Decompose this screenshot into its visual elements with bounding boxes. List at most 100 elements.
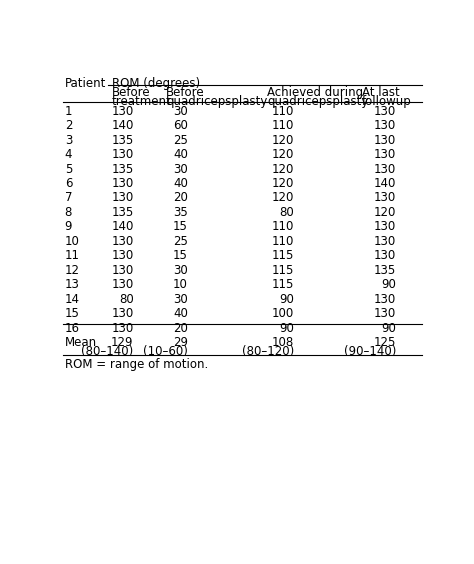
Text: 130: 130: [111, 249, 134, 262]
Text: 108: 108: [272, 336, 294, 349]
Text: 40: 40: [173, 177, 188, 190]
Text: (80–120): (80–120): [242, 345, 294, 358]
Text: 25: 25: [173, 235, 188, 248]
Text: followup: followup: [362, 95, 411, 108]
Text: 6: 6: [64, 177, 72, 190]
Text: 25: 25: [173, 134, 188, 147]
Text: 140: 140: [374, 177, 396, 190]
Text: 130: 130: [374, 192, 396, 205]
Text: 130: 130: [111, 307, 134, 320]
Text: 130: 130: [111, 105, 134, 118]
Text: 135: 135: [111, 162, 134, 175]
Text: 120: 120: [272, 134, 294, 147]
Text: 130: 130: [111, 192, 134, 205]
Text: At last: At last: [362, 86, 399, 99]
Text: 130: 130: [374, 105, 396, 118]
Text: 90: 90: [382, 322, 396, 335]
Text: (10–60): (10–60): [143, 345, 188, 358]
Text: 30: 30: [173, 264, 188, 277]
Text: 90: 90: [279, 293, 294, 306]
Text: 135: 135: [374, 264, 396, 277]
Text: 100: 100: [272, 307, 294, 320]
Text: 15: 15: [173, 221, 188, 233]
Text: 130: 130: [374, 162, 396, 175]
Text: 130: 130: [111, 264, 134, 277]
Text: 11: 11: [64, 249, 80, 262]
Text: treatment: treatment: [112, 95, 172, 108]
Text: 120: 120: [272, 177, 294, 190]
Text: quadricepsplasty: quadricepsplasty: [267, 95, 368, 108]
Text: quadricepsplasty: quadricepsplasty: [166, 95, 268, 108]
Text: 130: 130: [374, 235, 396, 248]
Text: 30: 30: [173, 293, 188, 306]
Text: 130: 130: [111, 279, 134, 292]
Text: 80: 80: [119, 293, 134, 306]
Text: 115: 115: [272, 264, 294, 277]
Text: 130: 130: [374, 293, 396, 306]
Text: 80: 80: [279, 206, 294, 219]
Text: Achieved during: Achieved during: [267, 86, 363, 99]
Text: 12: 12: [64, 264, 80, 277]
Text: 140: 140: [111, 119, 134, 132]
Text: ROM = range of motion.: ROM = range of motion.: [64, 359, 208, 372]
Text: 110: 110: [272, 119, 294, 132]
Text: 8: 8: [64, 206, 72, 219]
Text: 130: 130: [111, 177, 134, 190]
Text: 20: 20: [173, 322, 188, 335]
Text: 130: 130: [374, 148, 396, 161]
Text: Before: Before: [166, 86, 205, 99]
Text: 90: 90: [279, 322, 294, 335]
Text: (90–140): (90–140): [344, 345, 396, 358]
Text: 40: 40: [173, 148, 188, 161]
Text: 10: 10: [64, 235, 80, 248]
Text: 125: 125: [374, 336, 396, 349]
Text: 9: 9: [64, 221, 72, 233]
Text: 60: 60: [173, 119, 188, 132]
Text: 130: 130: [374, 134, 396, 147]
Text: 10: 10: [173, 279, 188, 292]
Text: 14: 14: [64, 293, 80, 306]
Text: Before: Before: [112, 86, 151, 99]
Text: 130: 130: [111, 148, 134, 161]
Text: 5: 5: [64, 162, 72, 175]
Text: 3: 3: [64, 134, 72, 147]
Text: 15: 15: [173, 249, 188, 262]
Text: 115: 115: [272, 279, 294, 292]
Text: 40: 40: [173, 307, 188, 320]
Text: 129: 129: [111, 336, 134, 349]
Text: 35: 35: [173, 206, 188, 219]
Text: 120: 120: [272, 192, 294, 205]
Text: 130: 130: [111, 322, 134, 335]
Text: 110: 110: [272, 235, 294, 248]
Text: 130: 130: [111, 235, 134, 248]
Text: (80–140): (80–140): [82, 345, 134, 358]
Text: 30: 30: [173, 105, 188, 118]
Text: 7: 7: [64, 192, 72, 205]
Text: 130: 130: [374, 307, 396, 320]
Text: Patient: Patient: [64, 77, 106, 90]
Text: 90: 90: [382, 279, 396, 292]
Text: 140: 140: [111, 221, 134, 233]
Text: 130: 130: [374, 221, 396, 233]
Text: 13: 13: [64, 279, 80, 292]
Text: 110: 110: [272, 221, 294, 233]
Text: 130: 130: [374, 249, 396, 262]
Text: 135: 135: [111, 134, 134, 147]
Text: 135: 135: [111, 206, 134, 219]
Text: 4: 4: [64, 148, 72, 161]
Text: ROM (degrees): ROM (degrees): [112, 77, 200, 90]
Text: 110: 110: [272, 105, 294, 118]
Text: 130: 130: [374, 119, 396, 132]
Text: 120: 120: [272, 148, 294, 161]
Text: 16: 16: [64, 322, 80, 335]
Text: 30: 30: [173, 162, 188, 175]
Text: 20: 20: [173, 192, 188, 205]
Text: Mean: Mean: [64, 336, 97, 349]
Text: 120: 120: [272, 162, 294, 175]
Text: 15: 15: [64, 307, 80, 320]
Text: 115: 115: [272, 249, 294, 262]
Text: 1: 1: [64, 105, 72, 118]
Text: 2: 2: [64, 119, 72, 132]
Text: 29: 29: [173, 336, 188, 349]
Text: 120: 120: [374, 206, 396, 219]
